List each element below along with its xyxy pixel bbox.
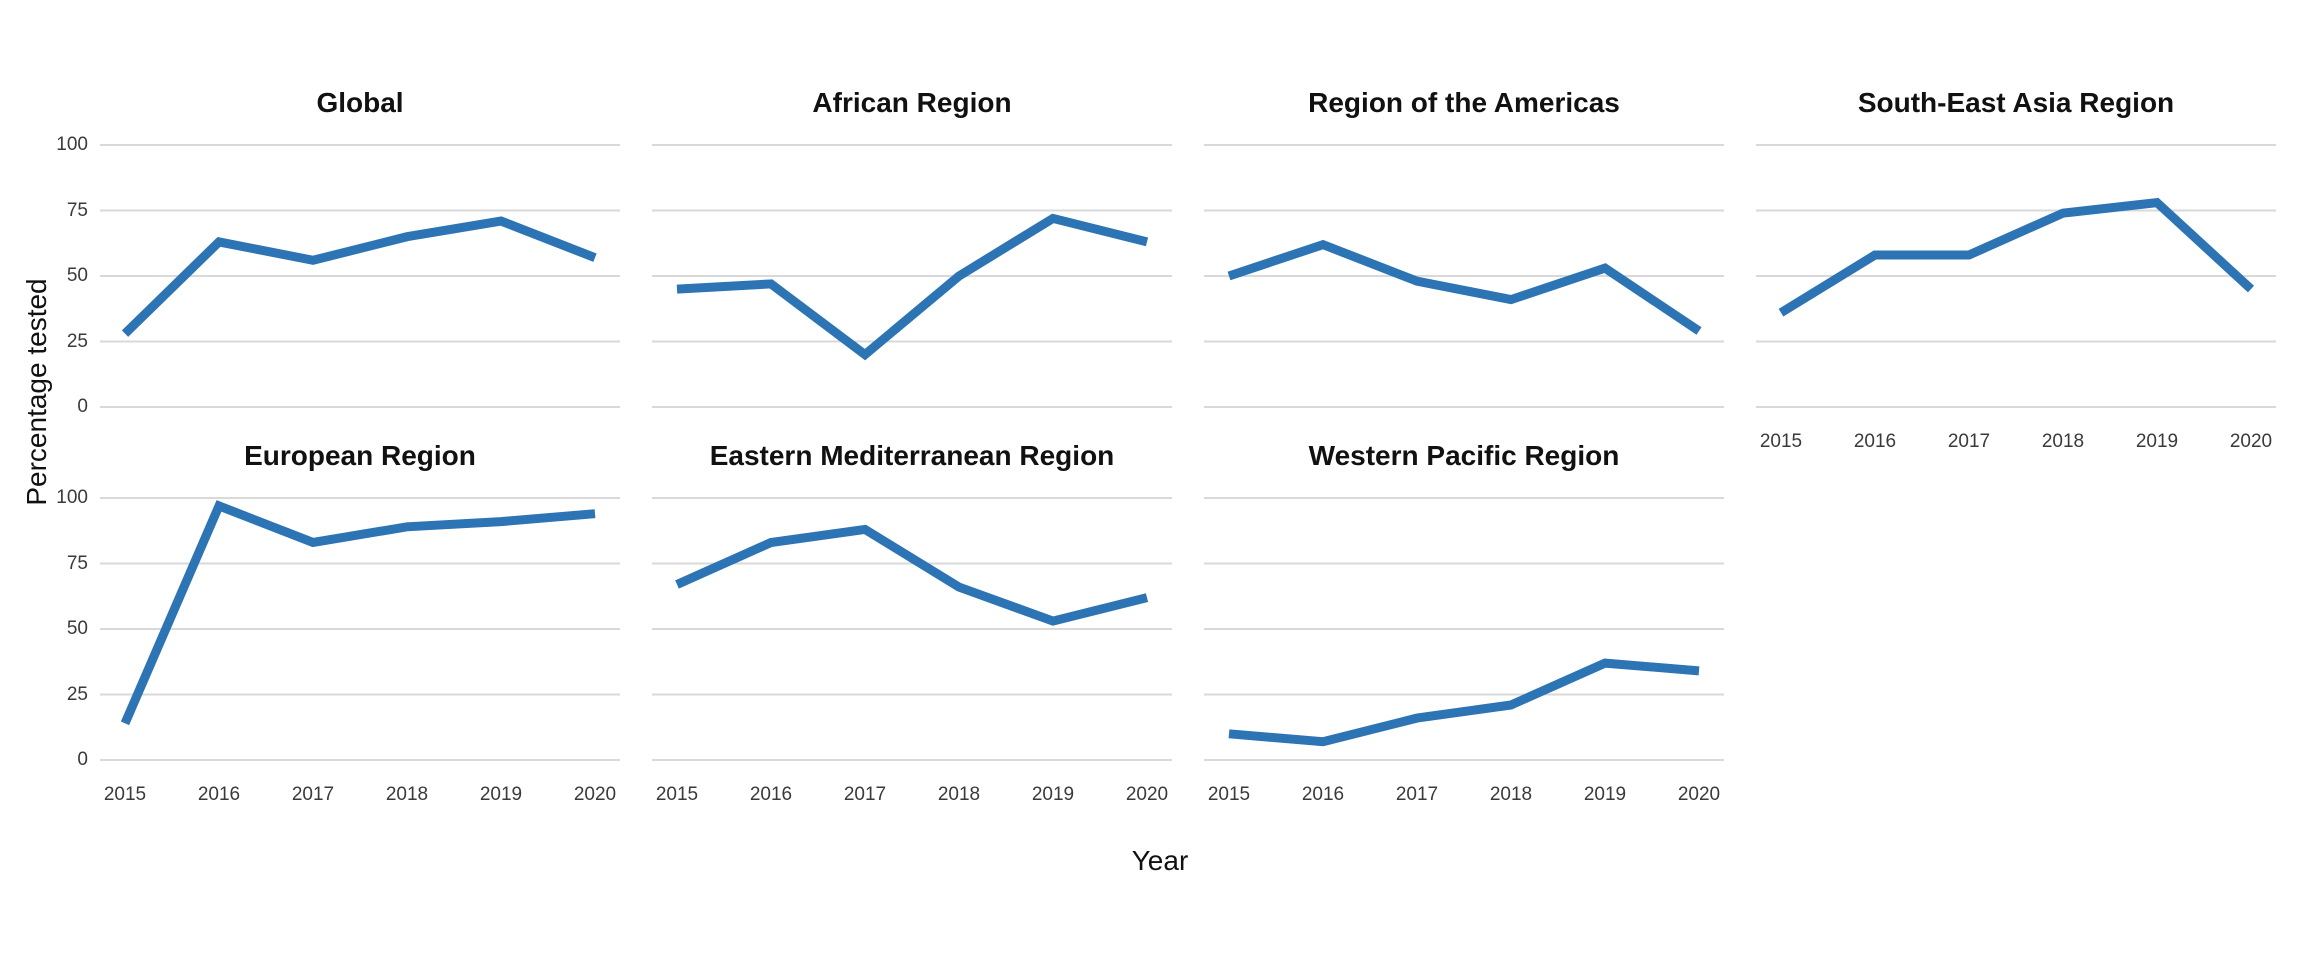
x-tick-label-european-region-2017: 2017 (291, 784, 335, 805)
x-tick-label-south-east-asia-region-2019: 2019 (2135, 431, 2179, 452)
x-tick-label-western-pacific-region-2016: 2016 (1301, 784, 1345, 805)
y-tick-label-row1-50: 50 (66, 618, 88, 639)
facet-panel-african-region (652, 144, 1172, 408)
facet-title-region-of-the-americas: Region of the Americas (1308, 87, 1620, 118)
facet-title-south-east-asia-region: South-East Asia Region (1857, 87, 2175, 118)
data-line-african-region (676, 213, 1149, 361)
data-line-european-region (120, 500, 596, 726)
y-tick-label-row1-100: 100 (56, 487, 88, 508)
x-tick-label-european-region-2020: 2020 (573, 784, 617, 805)
x-tick-label-eastern-mediterranean-region-2019: 2019 (1031, 784, 1075, 805)
facet-panel-global (100, 144, 620, 408)
x-tick-label-eastern-mediterranean-region-2016: 2016 (749, 784, 793, 805)
facet-title-european-region: European Region (244, 440, 476, 471)
y-tick-label-row1-0: 0 (77, 749, 88, 770)
data-line-western-pacific-region (1228, 658, 1700, 747)
x-axis-title: Year (1131, 845, 1189, 876)
data-line-region-of-the-americas (1227, 239, 1702, 335)
x-tick-label-eastern-mediterranean-region-2017: 2017 (843, 784, 887, 805)
x-tick-label-south-east-asia-region-2017: 2017 (1947, 431, 1991, 452)
y-tick-label-row0-25: 25 (66, 330, 88, 352)
facet-title-global: Global (316, 87, 404, 118)
x-tick-label-western-pacific-region-2017: 2017 (1395, 784, 1439, 805)
y-tick-label-row0-75: 75 (66, 199, 88, 221)
data-line-global (121, 216, 597, 337)
y-tick-label-row0-0: 0 (77, 396, 88, 417)
y-tick-label-row0-50: 50 (66, 265, 88, 286)
x-tick-label-western-pacific-region-2018: 2018 (1489, 784, 1533, 805)
x-tick-label-european-region-2016: 2016 (197, 784, 241, 805)
x-tick-label-south-east-asia-region-2018: 2018 (2041, 431, 2085, 452)
facet-panel-eastern-mediterranean-region (652, 497, 1172, 761)
facet-panel-region-of-the-americas (1204, 144, 1724, 408)
facet-panel-south-east-asia-region (1756, 144, 2276, 408)
x-tick-label-european-region-2019: 2019 (479, 784, 523, 805)
x-tick-label-eastern-mediterranean-region-2020: 2020 (1125, 784, 1169, 805)
x-tick-label-european-region-2018: 2018 (385, 784, 429, 805)
x-tick-label-south-east-asia-region-2020: 2020 (2229, 431, 2273, 452)
y-axis-title: Percentage tested (21, 278, 52, 506)
facet-panel-european-region (100, 497, 620, 761)
y-tick-label-row0-100: 100 (56, 134, 88, 155)
x-tick-label-western-pacific-region-2019: 2019 (1583, 784, 1627, 805)
x-tick-label-western-pacific-region-2020: 2020 (1677, 784, 1721, 805)
y-tick-label-row1-75: 75 (66, 552, 88, 574)
x-tick-label-south-east-asia-region-2015: 2015 (1759, 431, 1803, 452)
x-tick-label-south-east-asia-region-2016: 2016 (1853, 431, 1897, 452)
facet-panel-western-pacific-region (1204, 497, 1724, 761)
facet-title-african-region: African Region (812, 87, 1012, 118)
facet-title-western-pacific-region: Western Pacific Region (1308, 440, 1620, 471)
x-tick-label-eastern-mediterranean-region-2015: 2015 (655, 784, 699, 805)
data-line-eastern-mediterranean-region (675, 524, 1149, 626)
x-tick-label-eastern-mediterranean-region-2018: 2018 (937, 784, 981, 805)
facet-title-eastern-mediterranean-region: Eastern Mediterranean Region (709, 440, 1115, 471)
y-tick-label-row1-25: 25 (66, 683, 88, 705)
x-tick-label-european-region-2015: 2015 (103, 784, 147, 805)
x-tick-label-western-pacific-region-2015: 2015 (1207, 784, 1251, 805)
data-line-south-east-asia-region (1778, 197, 2255, 317)
